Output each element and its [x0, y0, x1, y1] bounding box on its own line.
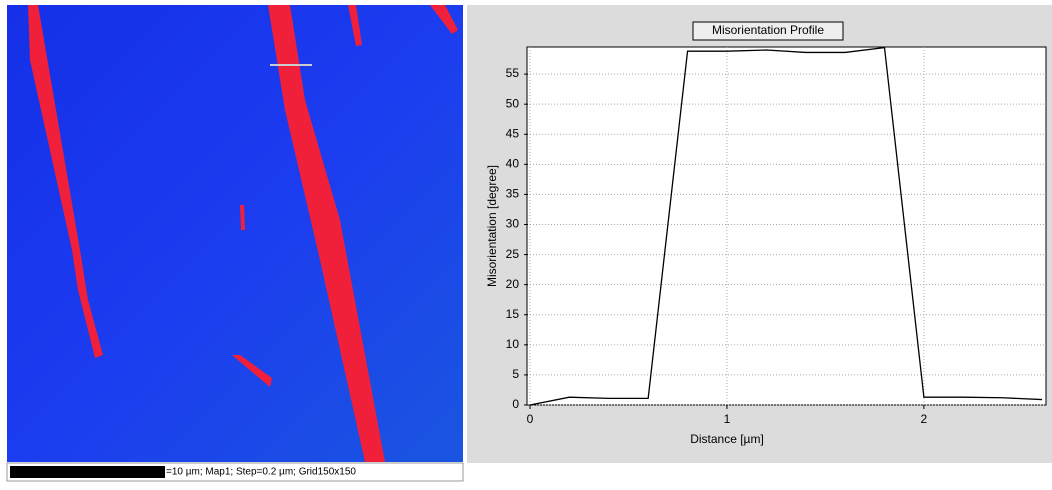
- boundary: [348, 5, 362, 46]
- y-tick-label: 45: [506, 126, 520, 140]
- boundary: [28, 5, 103, 358]
- x-tick-label: 0: [527, 412, 534, 426]
- chart-title: Misorientation Profile: [712, 23, 824, 37]
- boundary: [240, 205, 245, 230]
- ebsd-map: =10 µm; Map1; Step=0.2 µm; Grid150x150: [6, 5, 464, 482]
- y-axis-label: Misorientation [degree]: [485, 165, 499, 287]
- title-box: [692, 21, 844, 41]
- y-tick-label: 25: [506, 247, 520, 261]
- y-tick-label: 40: [506, 156, 520, 170]
- y-tick-label: 55: [506, 66, 520, 80]
- profile-line: [529, 46, 1043, 406]
- x-tick-label: 2: [921, 412, 928, 426]
- x-axis-label: Distance [µm]: [690, 432, 764, 446]
- y-tick-label: 30: [506, 217, 520, 231]
- y-tick-label: 35: [506, 187, 520, 201]
- y-tick-label: 20: [506, 277, 520, 291]
- scale-bar: [10, 466, 165, 478]
- y-tick-label: 10: [506, 337, 520, 351]
- plot-area: [526, 46, 1047, 406]
- y-tick-label: 5: [512, 367, 519, 381]
- map-caption: =10 µm; Map1; Step=0.2 µm; Grid150x150: [166, 467, 356, 478]
- x-tick-label: 1: [724, 412, 731, 426]
- boundary: [430, 5, 458, 34]
- map-background: [7, 5, 463, 462]
- y-tick-label: 15: [506, 307, 520, 321]
- y-tick-label: 50: [506, 96, 520, 110]
- y-tick-label: 0: [512, 397, 519, 411]
- boundary: [232, 355, 272, 387]
- boundary: [268, 5, 385, 462]
